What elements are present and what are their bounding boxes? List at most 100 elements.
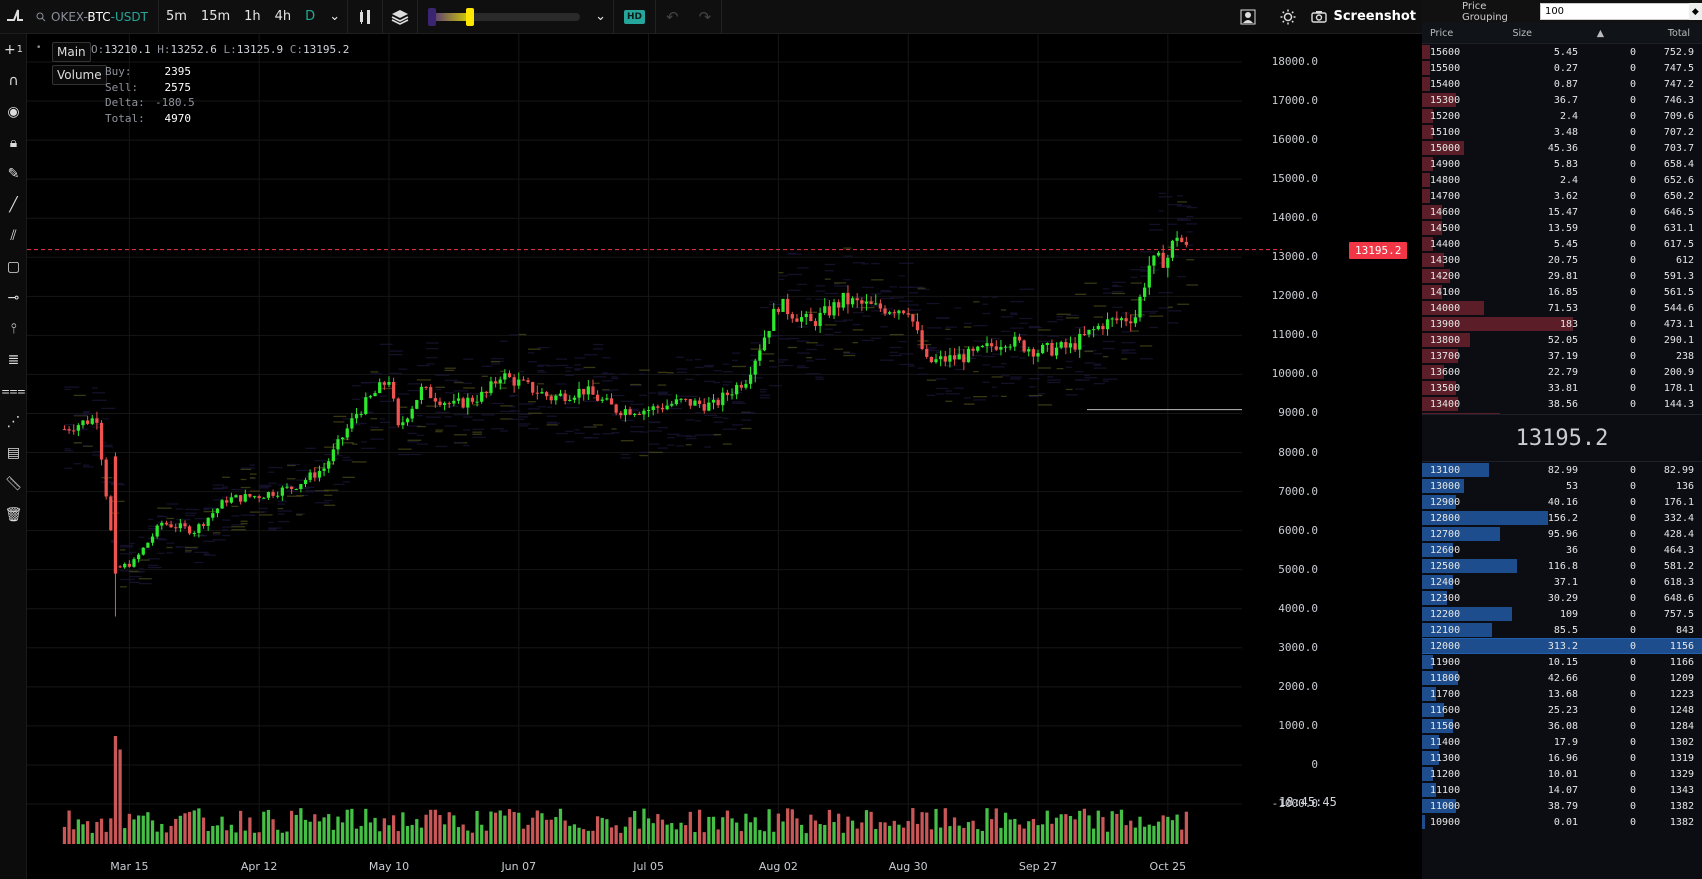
bid-row[interactable]: 11700 13.68 0 1223 — [1422, 686, 1702, 702]
fib-fan-icon[interactable]: ⩶ — [1, 382, 26, 399]
bid-row[interactable]: 12000 313.2 0 1156 — [1422, 638, 1702, 654]
lock-icon[interactable]: 🔒︎ — [9, 134, 18, 151]
bid-row[interactable]: 12900 40.16 0 176.1 — [1422, 494, 1702, 510]
ask-row[interactable]: 14400 5.45 0 617.5 — [1422, 236, 1702, 252]
bid-row[interactable]: 11600 25.23 0 1248 — [1422, 702, 1702, 718]
header-total[interactable]: Total — [1667, 27, 1690, 39]
liquidity-band — [426, 347, 439, 350]
timeframe-5m[interactable]: 5m — [165, 9, 187, 24]
horizontal-ray-icon[interactable]: ⊸ — [7, 289, 20, 306]
app-logo-icon[interactable] — [0, 7, 30, 26]
ask-row[interactable]: 15000 45.36 0 703.7 — [1422, 140, 1702, 156]
spinner-icon[interactable]: ◆ — [1688, 3, 1702, 20]
gann-fan-icon[interactable]: ⋰ — [6, 413, 21, 430]
ask-row[interactable]: 15200 2.4 0 709.6 — [1422, 108, 1702, 124]
bid-row[interactable]: 10900 0.01 0 1382 — [1422, 814, 1702, 830]
ask-row[interactable]: 14300 20.75 0 612 — [1422, 252, 1702, 268]
stat-row: Buy: 2395 — [105, 64, 191, 80]
pencil-icon[interactable]: ✎ — [7, 165, 20, 182]
symbol-search[interactable]: OKEX-BTC-USDT — [30, 0, 159, 33]
timeframe-4h[interactable]: 4h — [274, 9, 292, 24]
bid-row[interactable]: 12700 95.96 0 428.4 — [1422, 526, 1702, 542]
liquidity-band — [1130, 269, 1146, 271]
bid-row[interactable]: 13100 82.99 0 82.99 — [1422, 462, 1702, 478]
note-icon[interactable]: ▤ — [6, 444, 21, 461]
chart-area[interactable]: • Main Volume O:13210.1 H:13252.6 L:1312… — [27, 34, 1422, 879]
ask-row[interactable]: 14900 5.83 0 658.4 — [1422, 156, 1702, 172]
sort-arrow-icon[interactable]: ▲ — [1596, 27, 1604, 39]
pane-main-button[interactable]: Main — [52, 42, 91, 62]
bid-row[interactable]: 12800 156.2 0 332.4 — [1422, 510, 1702, 526]
volume-bar — [1064, 814, 1068, 844]
ask-row[interactable]: 13400 38.56 0 144.3 — [1422, 396, 1702, 412]
slider-min-handle[interactable] — [428, 7, 437, 26]
ask-row[interactable]: 15500 0.27 0 747.5 — [1422, 60, 1702, 76]
ask-row[interactable]: 14100 16.85 0 561.5 — [1422, 284, 1702, 300]
layers-icon[interactable] — [383, 0, 417, 34]
eye-icon[interactable]: ◉ — [7, 103, 20, 120]
bid-row[interactable]: 11000 38.79 0 1382 — [1422, 798, 1702, 814]
user-icon[interactable] — [1231, 0, 1265, 34]
ask-row[interactable]: 15100 3.48 0 707.2 — [1422, 124, 1702, 140]
bid-row[interactable]: 12200 109 0 757.5 — [1422, 606, 1702, 622]
ask-row[interactable]: 15400 0.87 0 747.2 — [1422, 76, 1702, 92]
magnet-icon[interactable]: ∩ — [8, 72, 19, 89]
ask-row[interactable]: 14200 29.81 0 591.3 — [1422, 268, 1702, 284]
price-chart-svg[interactable] — [27, 34, 1422, 879]
timeframe-15m[interactable]: 15m — [200, 9, 231, 24]
volume-bar — [850, 820, 855, 844]
ask-row[interactable]: 13900 183 0 473.1 — [1422, 316, 1702, 332]
bid-row[interactable]: 12500 116.8 0 581.2 — [1422, 558, 1702, 574]
bid-row[interactable]: 11400 17.9 0 1302 — [1422, 734, 1702, 750]
volume-bar — [141, 815, 145, 844]
ask-row[interactable]: 14800 2.4 0 652.6 — [1422, 172, 1702, 188]
pane-volume-button[interactable]: Volume — [52, 65, 107, 85]
bid-row[interactable]: 12400 37.1 0 618.3 — [1422, 574, 1702, 590]
bid-row[interactable]: 12600 36 0 464.3 — [1422, 542, 1702, 558]
ask-row[interactable]: 1330094.630105.7 — [1422, 412, 1702, 414]
ask-row[interactable]: 14500 13.59 0 631.1 — [1422, 220, 1702, 236]
bid-row[interactable]: 12100 85.5 0 843 — [1422, 622, 1702, 638]
parallel-lines-icon[interactable]: ⫽ — [10, 227, 17, 244]
bid-row[interactable]: 11200 10.01 0 1329 — [1422, 766, 1702, 782]
heatmap-intensity-slider[interactable] — [428, 7, 581, 26]
hd-toggle[interactable]: HD — [624, 9, 646, 24]
ask-row[interactable]: 13500 33.81 0 178.1 — [1422, 380, 1702, 396]
slider-dropdown-icon[interactable]: ⌄ — [595, 9, 606, 24]
screenshot-button[interactable]: Screenshot — [1311, 9, 1416, 24]
liquidity-band — [490, 402, 505, 405]
undo-icon[interactable]: ↶ — [666, 7, 679, 26]
candles-icon[interactable] — [348, 0, 382, 34]
vertical-line-icon[interactable]: ⫯ — [10, 320, 17, 337]
ruler-icon[interactable]: 📏︎ — [4, 475, 23, 492]
trash-icon[interactable]: 🗑︎ — [4, 506, 23, 523]
crosshair-tool[interactable]: +1 — [0, 34, 27, 65]
timeframe-dropdown-icon[interactable]: ⌄ — [329, 9, 341, 24]
ask-row[interactable]: 15600 5.45 0 752.9 — [1422, 44, 1702, 60]
bid-row[interactable]: 11300 16.96 0 1319 — [1422, 750, 1702, 766]
ask-row[interactable]: 14700 3.62 0 650.2 — [1422, 188, 1702, 204]
bid-row[interactable]: 11500 36.08 0 1284 — [1422, 718, 1702, 734]
price-grouping-input[interactable] — [1539, 3, 1691, 20]
bid-row[interactable]: 11900 10.15 0 1166 — [1422, 654, 1702, 670]
header-size[interactable]: Size — [1512, 27, 1532, 39]
rectangle-icon[interactable]: ▢ — [6, 258, 21, 275]
timeframe-d[interactable]: D — [305, 9, 316, 24]
bid-row[interactable]: 13000 53 0 136 — [1422, 478, 1702, 494]
slider-max-handle[interactable] — [466, 7, 475, 26]
bid-row[interactable]: 11100 14.07 0 1343 — [1422, 782, 1702, 798]
theme-sun-icon[interactable] — [1271, 0, 1305, 34]
bid-row[interactable]: 12300 30.29 0 648.6 — [1422, 590, 1702, 606]
redo-icon[interactable]: ↷ — [698, 7, 712, 26]
fibonacci-icon[interactable]: ≣ — [7, 351, 20, 368]
timeframe-1h[interactable]: 1h — [244, 9, 261, 24]
ask-row[interactable]: 15300 36.7 0 746.3 — [1422, 92, 1702, 108]
ask-row[interactable]: 13600 22.79 0 200.9 — [1422, 364, 1702, 380]
bid-row[interactable]: 11800 42.66 0 1209 — [1422, 670, 1702, 686]
ask-row[interactable]: 13700 37.19 0 238 — [1422, 348, 1702, 364]
line-icon[interactable]: ╱ — [9, 196, 18, 213]
ask-row[interactable]: 13800 52.05 0 290.1 — [1422, 332, 1702, 348]
ask-row[interactable]: 14000 71.53 0 544.6 — [1422, 300, 1702, 316]
ask-row[interactable]: 14600 15.47 0 646.5 — [1422, 204, 1702, 220]
header-price[interactable]: Price — [1430, 27, 1454, 39]
